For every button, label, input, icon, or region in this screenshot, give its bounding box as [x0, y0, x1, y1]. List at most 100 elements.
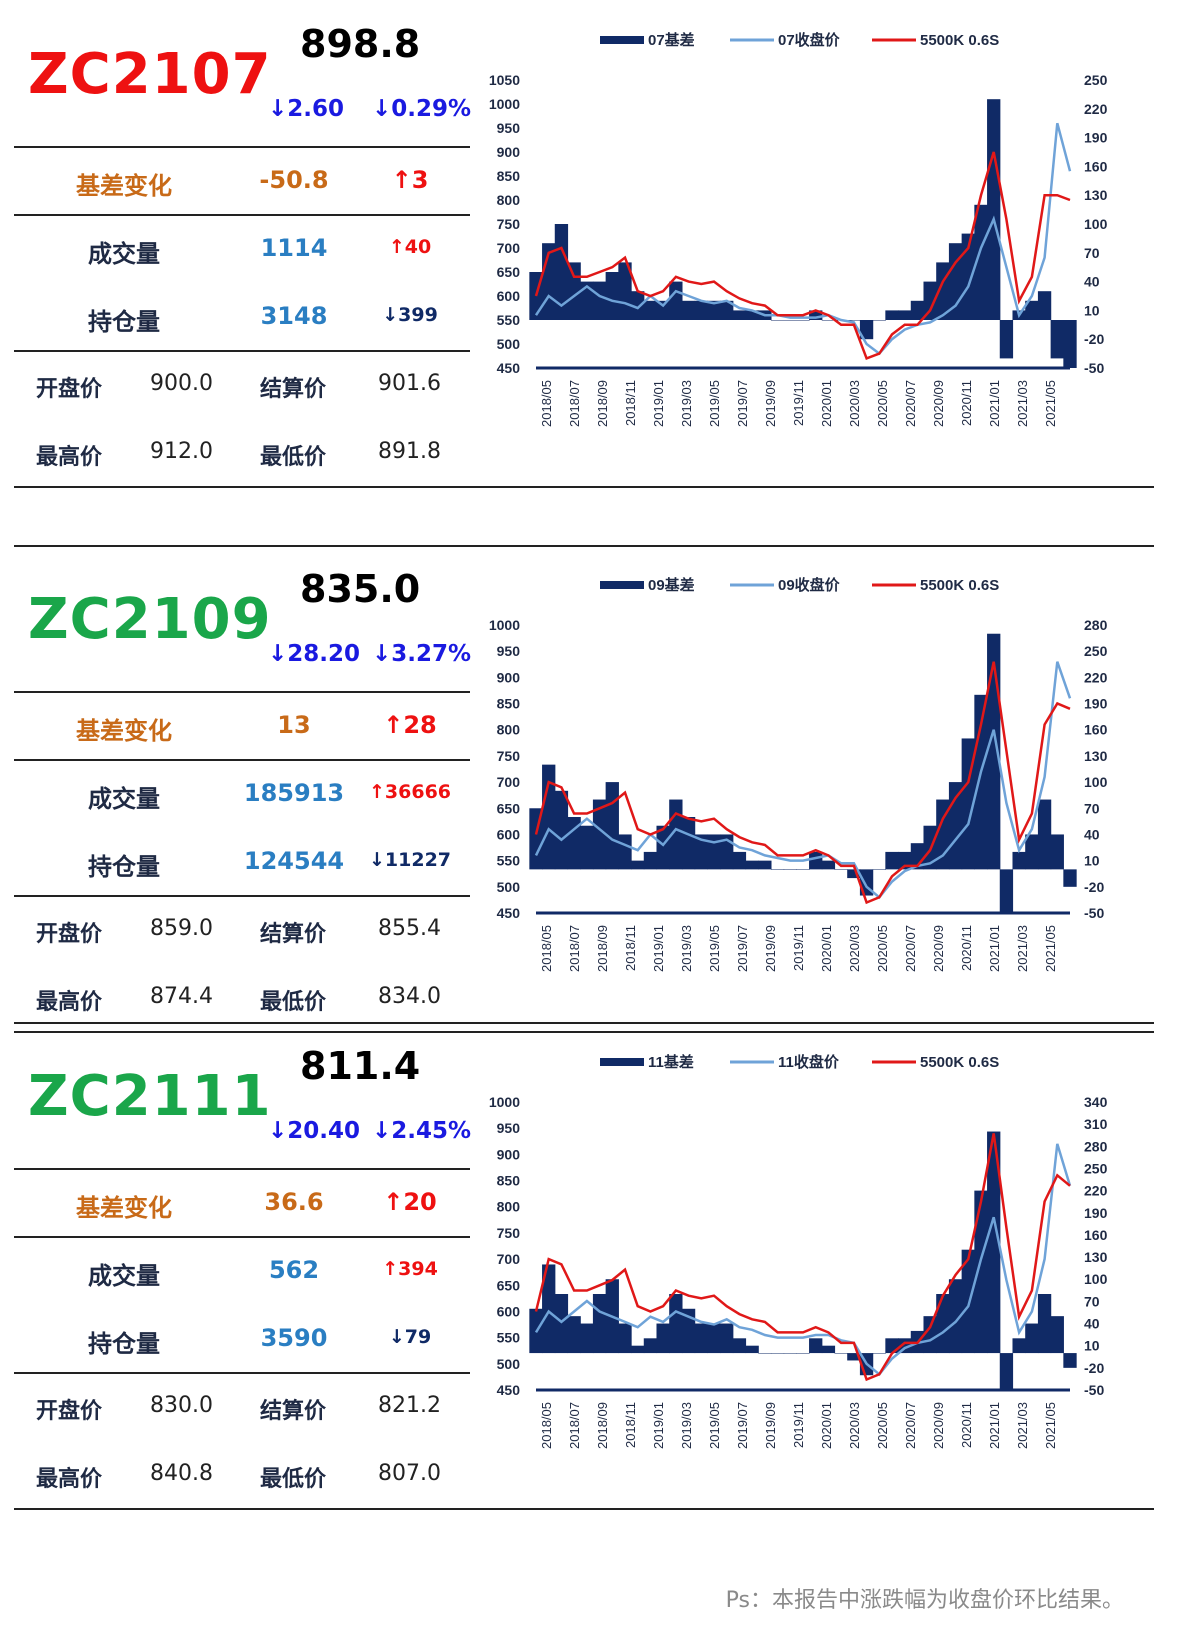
- basis-bar: [643, 851, 658, 870]
- y-left-tick: 650: [497, 800, 521, 816]
- basis-bar: [987, 99, 1001, 320]
- last-price: 835.0: [300, 567, 421, 611]
- x-tick: 2019/11: [791, 925, 806, 971]
- x-tick: 2019/09: [763, 925, 778, 972]
- high-price-value: 874.4: [150, 984, 213, 1009]
- basis-bar: [1037, 291, 1052, 320]
- basis-bar: [681, 300, 696, 320]
- bottom-rule: [14, 1508, 1154, 1510]
- y-right-tick: 40: [1084, 826, 1100, 842]
- settle-price-label: 结算价: [260, 1399, 327, 1424]
- y-left-tick: 700: [497, 774, 521, 790]
- basis-bar: [669, 1294, 683, 1354]
- basis-bar: [631, 1345, 645, 1354]
- open-price-value: 859.0: [150, 916, 213, 941]
- divider-rule: [14, 214, 470, 216]
- basis-chart: 07基差 07收盘价 5500K 0.6S 1050 1000 950 900 850 800 7…: [489, 31, 1108, 427]
- contract-code: ZC2111: [28, 1064, 272, 1129]
- settle-price-value: 821.2: [378, 1393, 441, 1418]
- close-price-line: [534, 122, 1072, 356]
- x-tick: 2020/11: [959, 1402, 974, 1448]
- open-interest-value: 124544: [243, 847, 345, 875]
- basis-bar: [758, 860, 772, 870]
- basis-bar: [1012, 1338, 1026, 1354]
- basis-change: ↑3: [391, 166, 429, 194]
- basis-bar: [656, 300, 670, 320]
- basis-bar: [1037, 1294, 1052, 1354]
- y-left-tick: 850: [497, 696, 521, 712]
- basis-chart: 11基差 11收盘价 5500K 0.6S 1000 950 900 850 800 750 70…: [489, 1053, 1108, 1449]
- y-left-tick: 500: [497, 1356, 521, 1372]
- last-price: 898.8: [300, 22, 421, 66]
- y-left-tick: 800: [497, 722, 521, 738]
- open-interest-label: 持仓量: [88, 853, 160, 881]
- basis-bar: [694, 1323, 708, 1354]
- basis-bar: [618, 834, 632, 870]
- basis-bar: [592, 1294, 607, 1354]
- basis-bar: [872, 1353, 886, 1354]
- open-price-value: 830.0: [150, 1393, 213, 1418]
- x-tick: 2018/09: [595, 925, 610, 972]
- x-tick: 2020/01: [819, 925, 834, 972]
- x-tick: 2019/01: [651, 380, 666, 427]
- basis-bar: [732, 310, 747, 320]
- x-tick: 2021/01: [987, 1402, 1002, 1449]
- x-tick: 2021/05: [1043, 925, 1058, 972]
- x-tick: 2020/07: [903, 380, 918, 427]
- basis-bar: [1025, 300, 1039, 320]
- basis-bar: [923, 281, 937, 320]
- basis-bar: [554, 1294, 569, 1354]
- settle-price-value: 901.6: [378, 371, 441, 396]
- divider-rule: [14, 691, 470, 693]
- basis-bar: [1037, 799, 1052, 870]
- settle-price-label: 结算价: [260, 922, 327, 947]
- volume-change: ↑40: [388, 236, 432, 258]
- y-left-tick: 700: [497, 1251, 521, 1267]
- basis-bar: [847, 869, 861, 879]
- basis-bar: [1025, 834, 1039, 870]
- basis-bar: [745, 1345, 759, 1354]
- basis-bar: [681, 1308, 696, 1354]
- basis-bar: [1025, 1323, 1039, 1354]
- y-right-tick: 40: [1084, 1316, 1100, 1332]
- basis-bar: [554, 790, 569, 870]
- basis-bar: [1063, 320, 1077, 368]
- y-right-tick: 70: [1084, 800, 1100, 816]
- spot-price-line: [534, 661, 1071, 905]
- x-tick: 2019/07: [735, 1402, 750, 1449]
- volume-value: 1114: [260, 234, 328, 262]
- legend-label: 07基差: [648, 31, 695, 49]
- y-left-tick: 500: [497, 879, 521, 895]
- basis-bar: [681, 817, 696, 870]
- x-tick: 2018/05: [539, 380, 554, 427]
- y-left-tick: 600: [497, 288, 521, 304]
- basis-bar: [694, 834, 708, 870]
- y-left-tick: 1000: [489, 1094, 520, 1110]
- spot-price-line: [534, 151, 1071, 361]
- y-left-tick: 750: [497, 748, 521, 764]
- settle-price-label: 结算价: [260, 377, 327, 402]
- x-tick: 2020/03: [847, 380, 862, 427]
- x-tick: 2020/05: [875, 380, 890, 427]
- basis-bar: [580, 281, 594, 320]
- basis-bar: [999, 1353, 1014, 1390]
- spot-price-line: [534, 1133, 1071, 1382]
- x-tick: 2020/11: [959, 380, 974, 426]
- high-price-value: 912.0: [150, 439, 213, 464]
- x-tick: 2020/09: [931, 380, 946, 427]
- volume-label: 成交量: [88, 240, 160, 268]
- y-right-tick: 250: [1084, 72, 1108, 88]
- y-left-tick: 750: [497, 1225, 521, 1241]
- y-right-tick: 220: [1084, 669, 1108, 685]
- basis-bar: [936, 1294, 950, 1354]
- basis-bar: [809, 310, 823, 320]
- basis-bar: [885, 851, 899, 870]
- legend-label: 11基差: [648, 1053, 694, 1071]
- x-tick: 2021/03: [1015, 925, 1030, 972]
- basis-bar: [796, 869, 810, 870]
- basis-bar: [999, 869, 1014, 913]
- basis-bar: [872, 869, 886, 870]
- close-price-line: [534, 1143, 1072, 1377]
- x-tick: 2019/05: [707, 380, 722, 427]
- y-left-tick: 650: [497, 264, 521, 280]
